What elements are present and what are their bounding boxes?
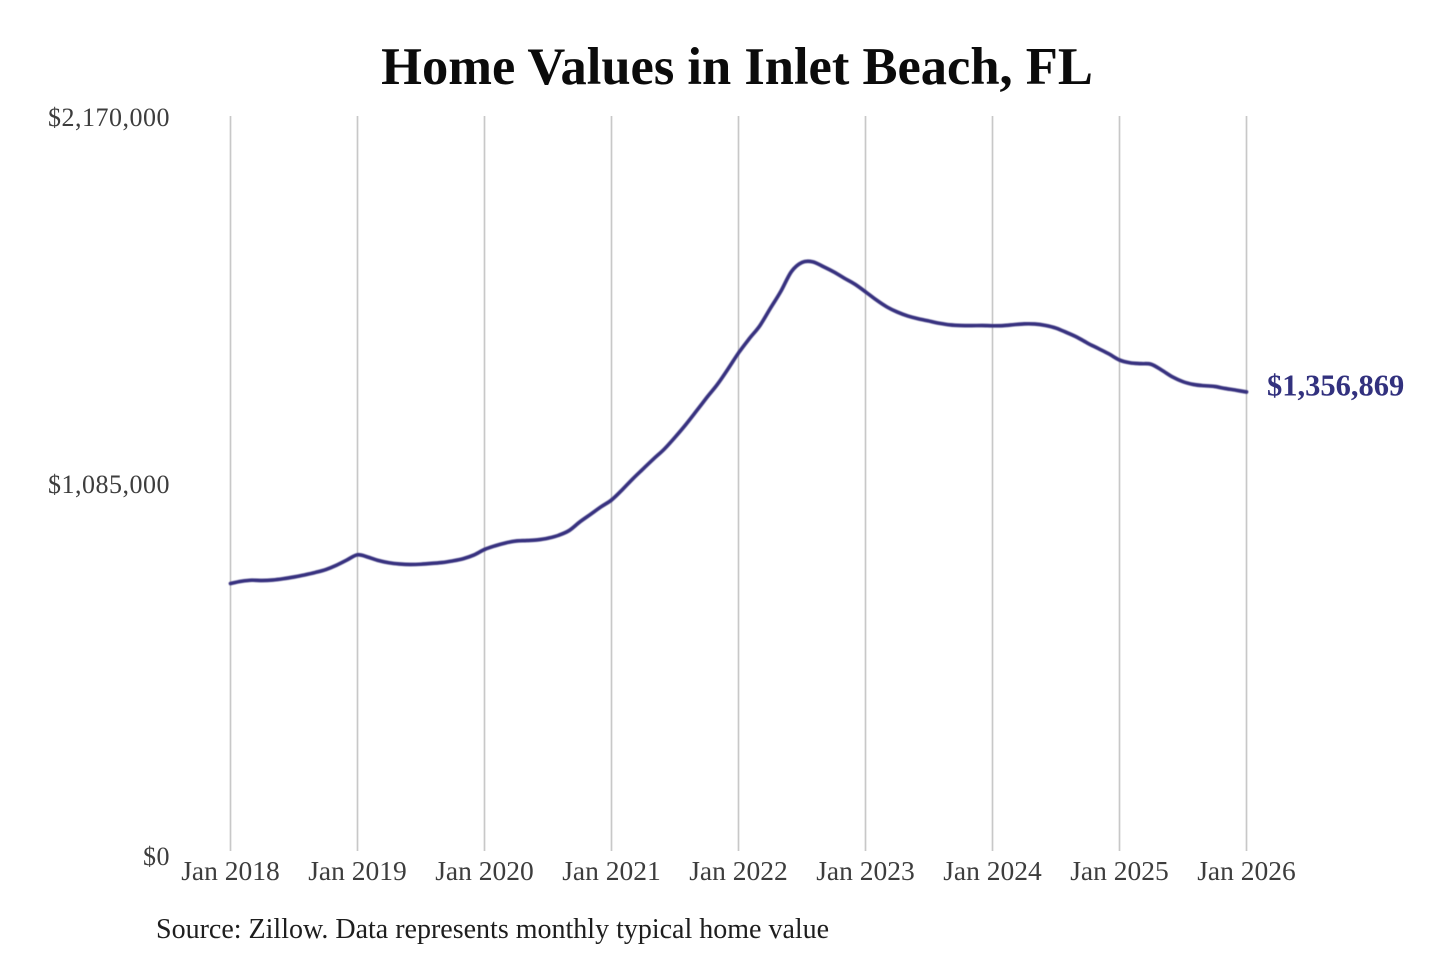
svg-text:Jan 2023: Jan 2023 bbox=[816, 855, 915, 886]
svg-text:Jan 2026: Jan 2026 bbox=[1197, 855, 1296, 886]
svg-text:$1,356,869: $1,356,869 bbox=[1267, 369, 1404, 403]
svg-text:$2,170,000: $2,170,000 bbox=[48, 103, 170, 132]
svg-text:Jan 2020: Jan 2020 bbox=[435, 855, 534, 886]
svg-text:Home Values in Inlet Beach, FL: Home Values in Inlet Beach, FL bbox=[381, 38, 1093, 96]
svg-text:Source: Zillow. Data represent: Source: Zillow. Data represents monthly … bbox=[156, 914, 829, 945]
svg-text:Jan 2019: Jan 2019 bbox=[308, 855, 407, 886]
svg-text:Jan 2024: Jan 2024 bbox=[943, 855, 1042, 886]
svg-text:$1,085,000: $1,085,000 bbox=[48, 470, 170, 499]
svg-text:Jan 2022: Jan 2022 bbox=[689, 855, 788, 886]
svg-text:Jan 2018: Jan 2018 bbox=[181, 855, 280, 886]
svg-text:Jan 2021: Jan 2021 bbox=[562, 855, 661, 886]
svg-text:Jan 2025: Jan 2025 bbox=[1070, 855, 1169, 886]
svg-text:$0: $0 bbox=[143, 842, 170, 871]
